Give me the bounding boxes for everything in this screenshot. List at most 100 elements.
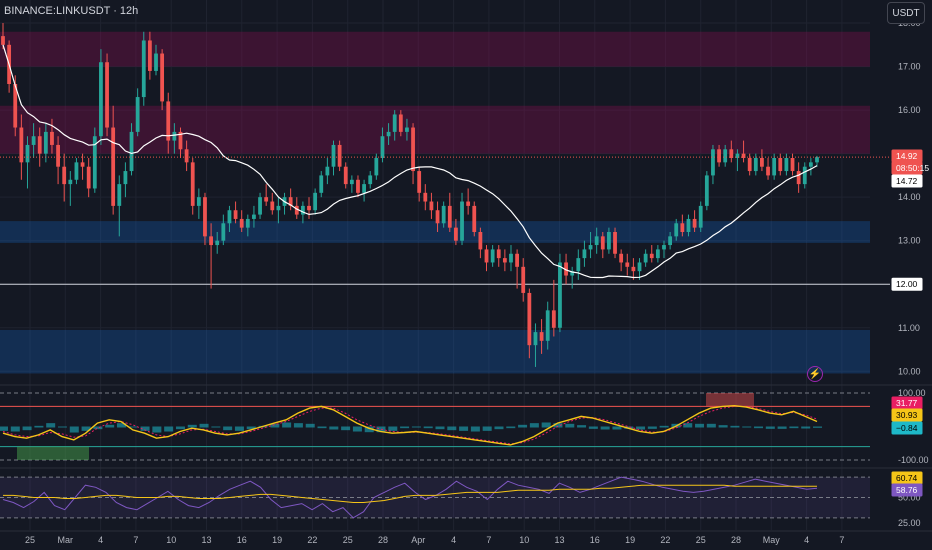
- osc-histogram-bar: [164, 426, 174, 432]
- candle-body: [105, 62, 109, 128]
- candle-body: [31, 136, 36, 145]
- osc-histogram-bar: [459, 426, 469, 431]
- candle-body: [631, 266, 636, 272]
- candle-body: [711, 149, 715, 176]
- osc-oversold-zone: [17, 446, 89, 460]
- x-tick-label: 25: [696, 535, 706, 545]
- candle-body: [753, 158, 758, 172]
- osc-histogram-bar: [105, 424, 115, 428]
- candle-body: [154, 53, 158, 71]
- osc-histogram-bar: [636, 426, 646, 430]
- candle-body: [454, 227, 458, 241]
- osc-histogram-bar: [541, 422, 551, 428]
- currency-button[interactable]: USDT: [887, 2, 925, 24]
- osc-histogram-bar: [341, 426, 351, 431]
- osc-histogram-bar: [69, 426, 79, 433]
- osc-histogram-bar: [518, 424, 528, 428]
- osc-value-cyan-bg: [891, 421, 923, 435]
- osc-histogram-bar: [352, 426, 362, 432]
- moving-average-line: [2, 44, 818, 279]
- osc-overbought-zone: [706, 393, 754, 407]
- x-tick-label: 16: [590, 535, 600, 545]
- osc-histogram-bar: [683, 423, 693, 428]
- candle-body: [747, 158, 752, 172]
- y-tick-label: 11.00: [898, 323, 920, 333]
- candle-body: [588, 245, 593, 250]
- osc-histogram-bar: [246, 426, 256, 430]
- candle-body: [405, 127, 409, 132]
- candle-body: [398, 114, 403, 132]
- rsi-value-yellow: 60.74: [896, 473, 918, 483]
- candle-body: [325, 166, 330, 176]
- candle-body: [582, 249, 587, 259]
- candle-body: [808, 162, 813, 167]
- candle-body: [472, 205, 477, 232]
- osc-histogram-bar: [34, 425, 44, 428]
- candle-body: [411, 127, 415, 172]
- candle-body: [509, 253, 513, 263]
- candle-body: [686, 218, 691, 232]
- x-tick-label: May: [763, 535, 781, 545]
- candle-body: [300, 205, 305, 215]
- candle-body: [778, 158, 783, 172]
- candle-body: [698, 205, 703, 228]
- candle-body: [386, 131, 391, 137]
- osc-histogram-bar: [22, 426, 32, 431]
- symbol-label[interactable]: BINANCE:LINKUSDT · 12h: [4, 5, 139, 17]
- rsi-tick-label: 50.00: [898, 492, 921, 502]
- candle-body: [147, 40, 152, 71]
- candle-body: [704, 175, 709, 206]
- osc-histogram-bar: [175, 426, 185, 430]
- x-tick-label: 4: [98, 535, 103, 545]
- osc-histogram-bar: [600, 426, 610, 430]
- candle-body: [184, 149, 189, 163]
- osc-histogram-bar: [529, 423, 539, 428]
- zone-red: [0, 31, 870, 67]
- osc-histogram-bar: [706, 423, 716, 428]
- rsi-value-purple: 58.76: [896, 485, 918, 495]
- osc-histogram-bar: [730, 425, 740, 428]
- candle-body: [539, 332, 544, 341]
- x-tick-label: Apr: [411, 535, 425, 545]
- osc-histogram-bar: [282, 422, 292, 428]
- candle-body: [172, 131, 177, 141]
- candle-body: [502, 258, 507, 263]
- candle-body: [490, 249, 495, 263]
- candle-body: [276, 205, 281, 211]
- x-tick-label: 4: [804, 535, 809, 545]
- osc-histogram-bar: [46, 423, 56, 428]
- x-tick-label: 22: [660, 535, 670, 545]
- line-price-label-bg: [891, 277, 923, 291]
- candle-body: [209, 236, 213, 246]
- x-tick-label: Mar: [58, 535, 74, 545]
- candle-body: [74, 162, 79, 180]
- osc-histogram-bar: [57, 426, 67, 428]
- osc-value-red: 31.77: [896, 398, 918, 408]
- last-price-label: 14.92: [896, 151, 918, 161]
- osc-histogram-bar: [411, 426, 421, 428]
- rsi-tick-label: 25.00: [898, 518, 921, 528]
- candle-body: [435, 210, 440, 224]
- zone-blue: [0, 329, 870, 374]
- candle-body: [319, 175, 324, 193]
- candle-body: [37, 136, 42, 154]
- y-tick-label: 14.00: [898, 192, 921, 202]
- candle-body: [368, 175, 373, 185]
- x-tick-label: 22: [307, 535, 317, 545]
- candle-body: [545, 310, 550, 341]
- candle-body: [570, 271, 575, 276]
- candle-body: [307, 205, 311, 211]
- candle-body: [356, 179, 360, 193]
- osc-histogram-bar: [494, 426, 504, 430]
- candle-body: [221, 223, 226, 241]
- candle-body: [723, 149, 728, 163]
- osc-histogram-bar: [813, 426, 822, 428]
- x-tick-label: 28: [378, 535, 388, 545]
- osc-histogram-bar: [199, 423, 209, 428]
- candle-body: [496, 249, 501, 259]
- candle-body: [429, 201, 434, 211]
- lightning-icon[interactable]: ⚡: [807, 366, 823, 382]
- candle-body: [380, 136, 385, 158]
- candle-body: [637, 262, 642, 272]
